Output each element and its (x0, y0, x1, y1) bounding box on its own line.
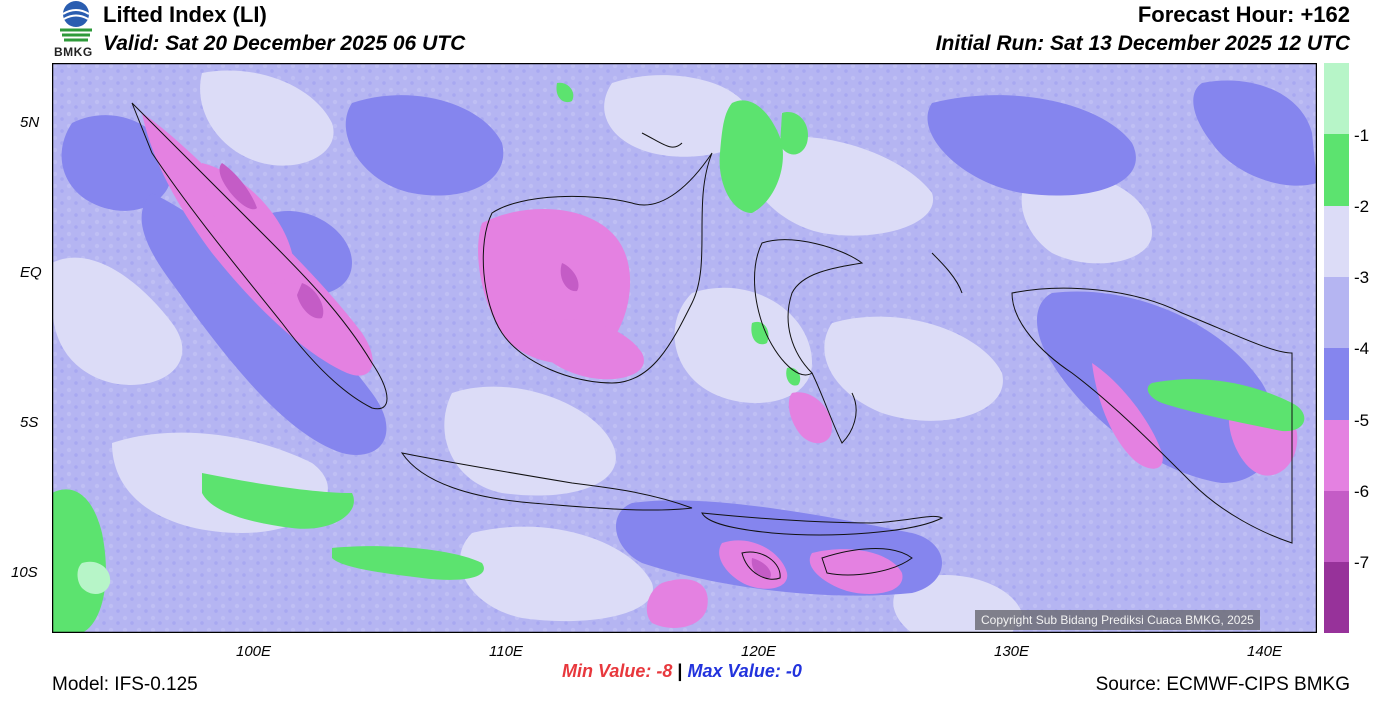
colorbar-swatch (1324, 348, 1349, 420)
colorbar-label: -1 (1354, 126, 1370, 145)
colorbar-label: -7 (1354, 553, 1370, 572)
min-value: -8 (656, 661, 673, 681)
initial-run: Initial Run: Sat 13 December 2025 12 UTC (935, 32, 1350, 55)
source-info: Source: ECMWF-CIPS BMKG (1095, 674, 1350, 695)
lon-label-100e: 100E (236, 643, 272, 660)
logo-text: BMKG (54, 45, 93, 59)
lon-label-110e: 110E (489, 643, 523, 660)
very-stable-spot (77, 561, 111, 595)
lon-label-130e: 130E (994, 643, 1030, 660)
colorbar-swatch (1324, 562, 1349, 633)
colorbar (1324, 63, 1349, 633)
stable-regions (52, 82, 1305, 633)
colorbar-label: -2 (1354, 197, 1370, 216)
copyright-notice: Copyright Sub Bidang Prediksi Cuaca BMKG… (975, 610, 1260, 630)
very-unstable-spots (219, 163, 771, 579)
min-label: Min Value: (562, 661, 652, 681)
min-max-summary: Min Value: -8 | Max Value: -0 (562, 661, 802, 682)
model-info: Model: IFS-0.125 (52, 674, 198, 695)
lat-label-10s: 10S (11, 564, 38, 581)
coastlines (131, 102, 1293, 580)
lat-label-5s: 5S (20, 414, 39, 431)
bmkg-logo: BMKG (52, 0, 100, 60)
colorbar-swatch (1324, 134, 1349, 206)
colorbar-label: -5 (1354, 411, 1370, 430)
valid-time: Valid: Sat 20 December 2025 06 UTC (103, 32, 466, 55)
forecast-hour: Forecast Hour: +162 (1137, 2, 1350, 27)
colorbar-label: -4 (1354, 339, 1370, 358)
lat-label-5n: 5N (20, 114, 40, 131)
colorbar-swatch (1324, 277, 1349, 348)
map-title: Lifted Index (LI) (103, 2, 267, 27)
bmkg-logo-icon (60, 1, 92, 42)
lifted-index-map (52, 63, 1317, 633)
lon-label-140e: 140E (1247, 643, 1283, 660)
lat-label-eq: EQ (20, 264, 42, 281)
colorbar-swatch (1324, 420, 1349, 491)
colorbar-swatch (1324, 63, 1349, 134)
colorbar-swatch (1324, 491, 1349, 562)
map-frame (52, 63, 1317, 633)
lon-label-120e: 120E (741, 643, 777, 660)
stats-separator: | (677, 661, 683, 681)
max-label: Max Value: (687, 661, 781, 681)
max-value: -0 (785, 661, 802, 681)
colorbar-label: -3 (1354, 268, 1370, 287)
colorbar-label: -6 (1354, 482, 1370, 501)
colorbar-swatch (1324, 206, 1349, 277)
